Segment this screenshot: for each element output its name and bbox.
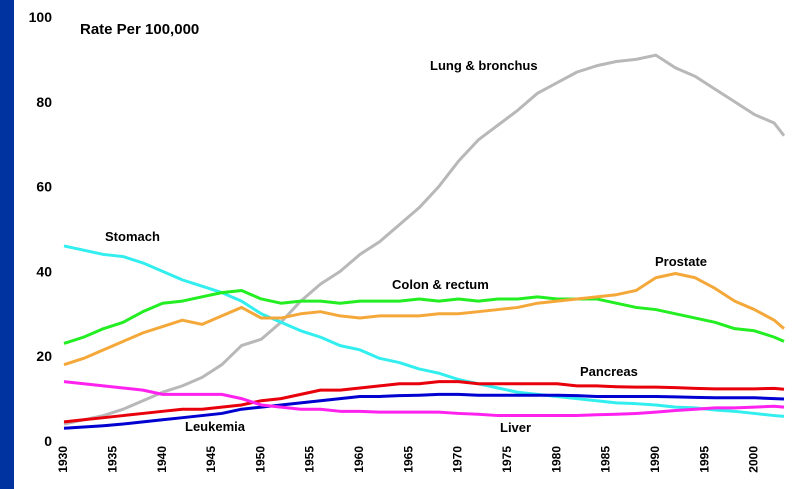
x-tick-label: 1995 (697, 446, 711, 473)
y-tick-label: 80 (36, 94, 52, 110)
series-line (63, 53, 786, 426)
x-tick-label: 1975 (500, 446, 514, 473)
series-line (63, 392, 785, 430)
x-tick-label: 1930 (56, 446, 70, 473)
series-label: Liver (500, 420, 531, 435)
y-tick-label: 40 (36, 263, 52, 279)
x-tick-label: 1980 (549, 446, 563, 473)
x-tick-label: 1945 (204, 446, 218, 473)
x-tick-label: 1960 (352, 446, 366, 473)
chart-title: Rate Per 100,000 (80, 21, 199, 38)
y-tick-label: 60 (36, 179, 52, 195)
series-label: Lung & bronchus (430, 58, 538, 73)
series-label: Pancreas (580, 364, 638, 379)
x-tick-label: 1950 (253, 446, 267, 473)
x-tick-label: 1970 (451, 446, 465, 473)
series-line (63, 380, 785, 424)
series-label: Leukemia (185, 419, 246, 434)
y-tick-label: 0 (44, 433, 52, 449)
series-line (63, 288, 785, 345)
y-tick-label: 100 (29, 9, 53, 25)
x-tick-label: 2000 (747, 446, 761, 473)
series-label: Stomach (105, 229, 160, 244)
series-label: Prostate (655, 254, 707, 269)
series-line (63, 244, 785, 418)
y-tick-label: 20 (36, 348, 52, 364)
x-tick-label: 1935 (105, 446, 119, 473)
x-tick-label: 1940 (155, 446, 169, 473)
x-tick-label: 1990 (648, 446, 662, 473)
series-label: Colon & rectum (392, 277, 489, 292)
x-tick-label: 1985 (599, 446, 613, 473)
side-bar (0, 0, 14, 489)
series-line (63, 380, 785, 418)
x-tick-label: 1955 (303, 446, 317, 473)
series-line (63, 272, 785, 367)
x-tick-label: 1965 (401, 446, 415, 473)
